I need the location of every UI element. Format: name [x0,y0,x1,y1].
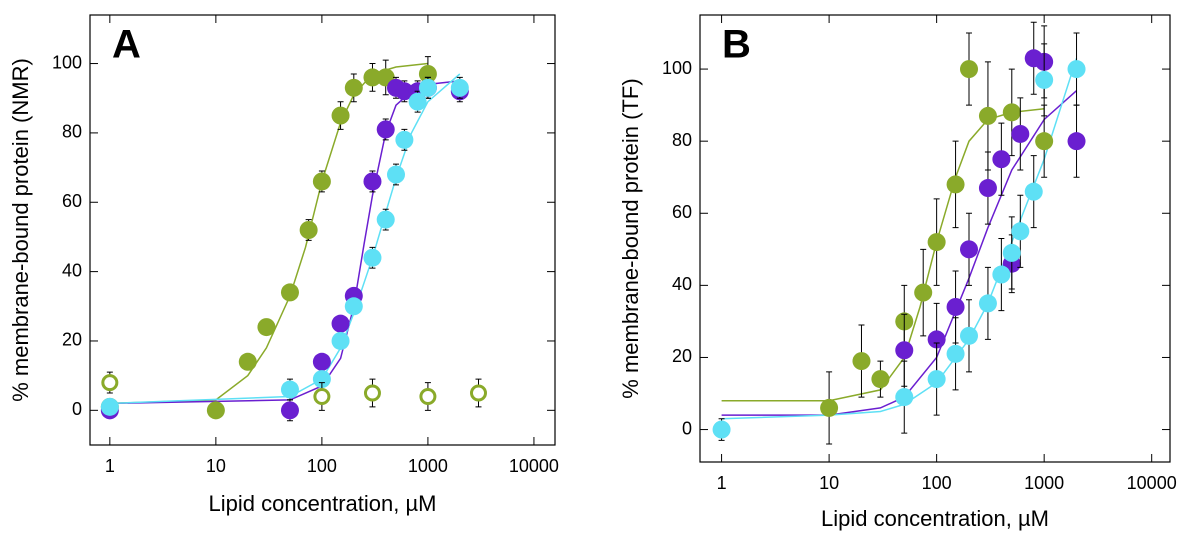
data-point [313,387,331,405]
data-point [1002,103,1021,122]
data-point [927,233,946,252]
data-point [927,370,946,389]
data-point [820,398,839,417]
data-point [419,387,437,405]
data-point [946,344,965,363]
data-point [871,370,890,389]
data-point [312,370,331,389]
data-point [960,326,979,345]
data-point [960,60,979,79]
data-point [395,82,414,101]
x-tick-label: 1000 [1024,473,1064,493]
panel-label: A [112,23,141,67]
data-point [469,384,487,402]
data-point [363,248,382,267]
y-tick-label: 60 [62,191,82,211]
data-point [712,420,731,439]
y-tick-label: 40 [62,260,82,280]
y-tick-label: 80 [672,130,692,150]
data-point [408,92,427,111]
data-point [386,165,405,184]
y-tick-label: 20 [62,330,82,350]
data-point [363,172,382,191]
data-point [101,374,119,392]
data-point [418,64,437,83]
panel-label: B [722,23,751,67]
data-point [280,283,299,302]
data-point [344,78,363,97]
data-point [1011,222,1030,241]
data-point [946,297,965,316]
data-point [376,120,395,139]
y-tick-label: 0 [682,418,692,438]
x-tick-label: 1 [717,473,727,493]
x-tick-label: 10000 [509,456,559,476]
data-point [344,297,363,316]
data-point [895,388,914,407]
plot-frame [89,14,556,446]
y-tick-label: 100 [52,52,82,72]
data-point [1011,124,1030,143]
y-tick-label: 40 [672,274,692,294]
data-point [946,175,965,194]
data-point [363,68,382,87]
data-point [450,78,469,97]
data-point [312,172,331,191]
x-tick-label: 1 [105,456,115,476]
data-point [280,401,299,420]
data-point [257,318,276,337]
data-point [1035,70,1054,89]
data-point [1067,132,1086,151]
y-tick-label: 0 [72,399,82,419]
data-point [331,331,350,350]
data-point [100,397,119,416]
data-point [331,314,350,333]
data-point [992,150,1011,169]
data-point [1067,60,1086,79]
y-tick-label: 100 [662,58,692,78]
fit-curve [109,73,461,405]
data-point [299,221,318,239]
x-axis-label: Lipid concentration, µM [821,506,1049,531]
data-point [960,240,979,259]
x-tick-label: 10000 [1127,473,1177,493]
data-point [280,380,299,399]
data-point [927,330,946,349]
x-tick-label: 1000 [408,456,448,476]
x-axis-label: Lipid concentration, µM [209,491,437,516]
data-point [1024,182,1043,201]
data-point [978,294,997,313]
y-axis-label: % membrane-bound protein (TF) [618,78,643,398]
data-point [978,106,997,125]
y-tick-label: 80 [62,122,82,142]
data-point [331,106,350,125]
x-tick-label: 10 [206,456,226,476]
y-axis-label: % membrane-bound protein (NMR) [8,58,33,402]
x-tick-label: 10 [819,473,839,493]
data-point [914,283,933,302]
data-point [238,352,257,371]
y-tick-label: 20 [672,346,692,366]
data-point [363,384,381,402]
data-point [206,401,225,420]
data-point [395,130,414,149]
data-point [992,265,1011,284]
data-point [1035,132,1054,151]
plot-frame [699,14,1171,463]
data-point [978,179,997,198]
data-point [418,78,437,97]
data-point [376,210,395,229]
data-point [1002,243,1021,262]
y-tick-label: 60 [672,202,692,222]
x-tick-label: 100 [922,473,952,493]
data-point [895,341,914,360]
data-point [312,352,331,371]
data-point [852,352,871,371]
x-tick-label: 100 [307,456,337,476]
